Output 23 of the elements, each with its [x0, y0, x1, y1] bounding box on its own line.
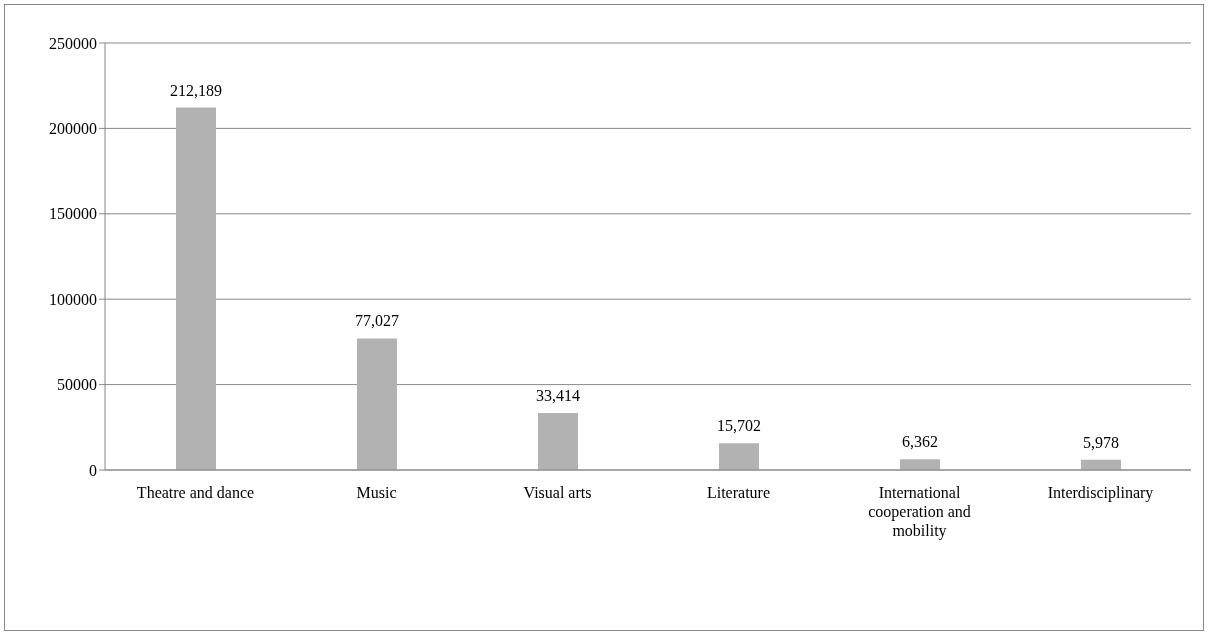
x-tick-label: Visual arts: [523, 484, 592, 501]
bar: [176, 107, 216, 470]
y-tick-label: 100000: [49, 290, 97, 308]
data-label: 6,362: [902, 433, 938, 451]
y-tick-label: 50000: [57, 376, 97, 394]
x-tick-label: International cooperation and mobility: [868, 484, 971, 540]
y-tick-label: 250000: [49, 34, 97, 52]
data-label: 5,978: [1083, 433, 1119, 451]
data-label: 15,702: [717, 417, 761, 435]
data-label: 212,189: [170, 81, 222, 99]
x-tick-label: Theatre and dance: [136, 484, 255, 501]
data-label: 33,414: [536, 386, 580, 404]
bar: [538, 412, 578, 470]
x-tick-label: Music: [356, 484, 397, 501]
y-tick-label: 200000: [49, 120, 97, 138]
bar: [900, 459, 940, 470]
x-tick-label: Interdisciplinary: [1047, 484, 1154, 502]
bar: [719, 443, 759, 470]
bar: [357, 338, 397, 470]
y-tick-label: 150000: [49, 205, 97, 223]
y-tick-label: 0: [89, 461, 97, 479]
x-tick-label: Literature: [706, 484, 771, 501]
data-label: 77,027: [355, 312, 399, 330]
